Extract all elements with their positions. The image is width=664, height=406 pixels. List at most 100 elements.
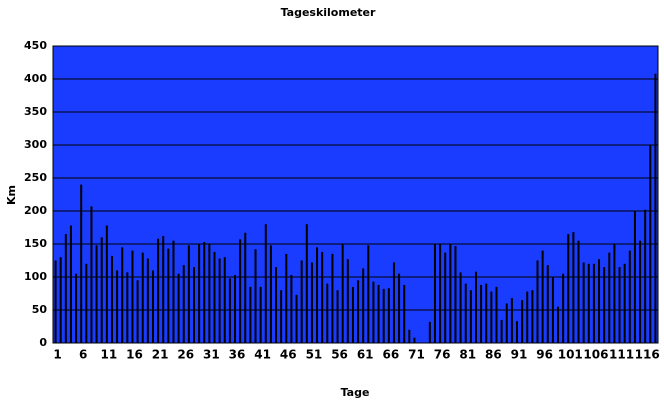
bar — [80, 184, 83, 343]
bar — [536, 260, 539, 343]
bar — [218, 258, 221, 343]
bar — [157, 238, 160, 343]
bar — [623, 263, 626, 343]
x-tick-label: 86 — [485, 348, 502, 362]
bar — [75, 273, 78, 343]
bar — [639, 240, 642, 343]
plot-area — [52, 45, 659, 344]
bar — [531, 290, 534, 343]
x-tick-label: 76 — [434, 348, 451, 362]
bar — [403, 284, 406, 343]
bar — [269, 245, 272, 343]
x-tick-label: 1 — [53, 348, 61, 362]
bar — [90, 206, 93, 343]
bar — [234, 275, 237, 343]
bar — [628, 250, 631, 343]
bar — [454, 245, 457, 343]
bar — [490, 291, 493, 343]
bar — [69, 225, 72, 343]
bar — [64, 234, 67, 343]
x-tick-label: 31 — [203, 348, 220, 362]
bar — [116, 270, 119, 343]
bar — [295, 294, 298, 343]
y-tick-label: 100 — [24, 270, 47, 283]
bar — [105, 225, 108, 343]
bar — [121, 247, 124, 343]
bar — [213, 251, 216, 343]
bar — [516, 321, 519, 343]
bar — [413, 337, 416, 343]
bar — [228, 278, 231, 343]
bar — [392, 262, 395, 343]
bar — [162, 236, 165, 343]
x-tick-label: 6 — [79, 348, 87, 362]
bar — [136, 280, 139, 343]
bar — [290, 275, 293, 343]
x-tick-label: 51 — [306, 348, 323, 362]
bar — [546, 265, 549, 343]
bar — [223, 257, 226, 343]
bar — [459, 272, 462, 343]
bar — [474, 271, 477, 343]
bar — [192, 267, 195, 343]
bar — [275, 267, 278, 343]
bar — [582, 262, 585, 343]
x-tick-label: 41 — [254, 348, 271, 362]
bar — [377, 284, 380, 343]
bar — [187, 245, 190, 343]
bar — [254, 249, 257, 343]
bar — [59, 257, 62, 343]
bar — [110, 255, 113, 343]
bar — [362, 268, 365, 343]
bar — [428, 321, 431, 343]
bar — [172, 240, 175, 343]
bar — [259, 286, 262, 343]
bar — [126, 272, 129, 343]
x-tick-label: 96 — [536, 348, 553, 362]
bar — [95, 245, 98, 343]
bar — [321, 251, 324, 343]
bar — [654, 73, 657, 343]
bar — [613, 244, 616, 343]
bar — [182, 265, 185, 343]
y-tick-label: 300 — [24, 138, 47, 151]
bar — [346, 259, 349, 343]
bar — [85, 263, 88, 343]
bar — [526, 291, 529, 343]
bar — [341, 244, 344, 343]
bar — [285, 253, 288, 343]
bar — [603, 267, 606, 343]
x-tick-label: 81 — [459, 348, 476, 362]
y-tick-label: 150 — [24, 237, 47, 250]
y-axis-label: Km — [5, 185, 18, 205]
x-tick-label: 71 — [408, 348, 425, 362]
bar — [439, 244, 442, 343]
bar — [572, 232, 575, 343]
x-tick-label: 111 — [609, 348, 634, 362]
x-tick-label: 36 — [229, 348, 246, 362]
bar — [562, 273, 565, 343]
bar — [510, 298, 513, 343]
bar — [244, 232, 247, 343]
x-tick-label: 26 — [177, 348, 194, 362]
bar — [203, 242, 206, 343]
bar — [464, 283, 467, 343]
bar — [331, 253, 334, 343]
bar — [521, 300, 524, 343]
bar — [444, 252, 447, 343]
bar — [54, 260, 57, 343]
bar — [633, 211, 636, 343]
x-tick-label: 21 — [152, 348, 169, 362]
bar — [398, 273, 401, 343]
bar — [408, 329, 411, 343]
x-tick-label: 116 — [635, 348, 660, 362]
bar — [249, 286, 252, 343]
x-tick-label: 46 — [280, 348, 297, 362]
bar — [316, 247, 319, 343]
bar — [567, 234, 570, 343]
chart-title: Tageskilometer — [281, 6, 376, 19]
bar — [141, 252, 144, 343]
bar — [167, 248, 170, 343]
x-tick-label: 101 — [558, 348, 583, 362]
bar — [598, 259, 601, 343]
